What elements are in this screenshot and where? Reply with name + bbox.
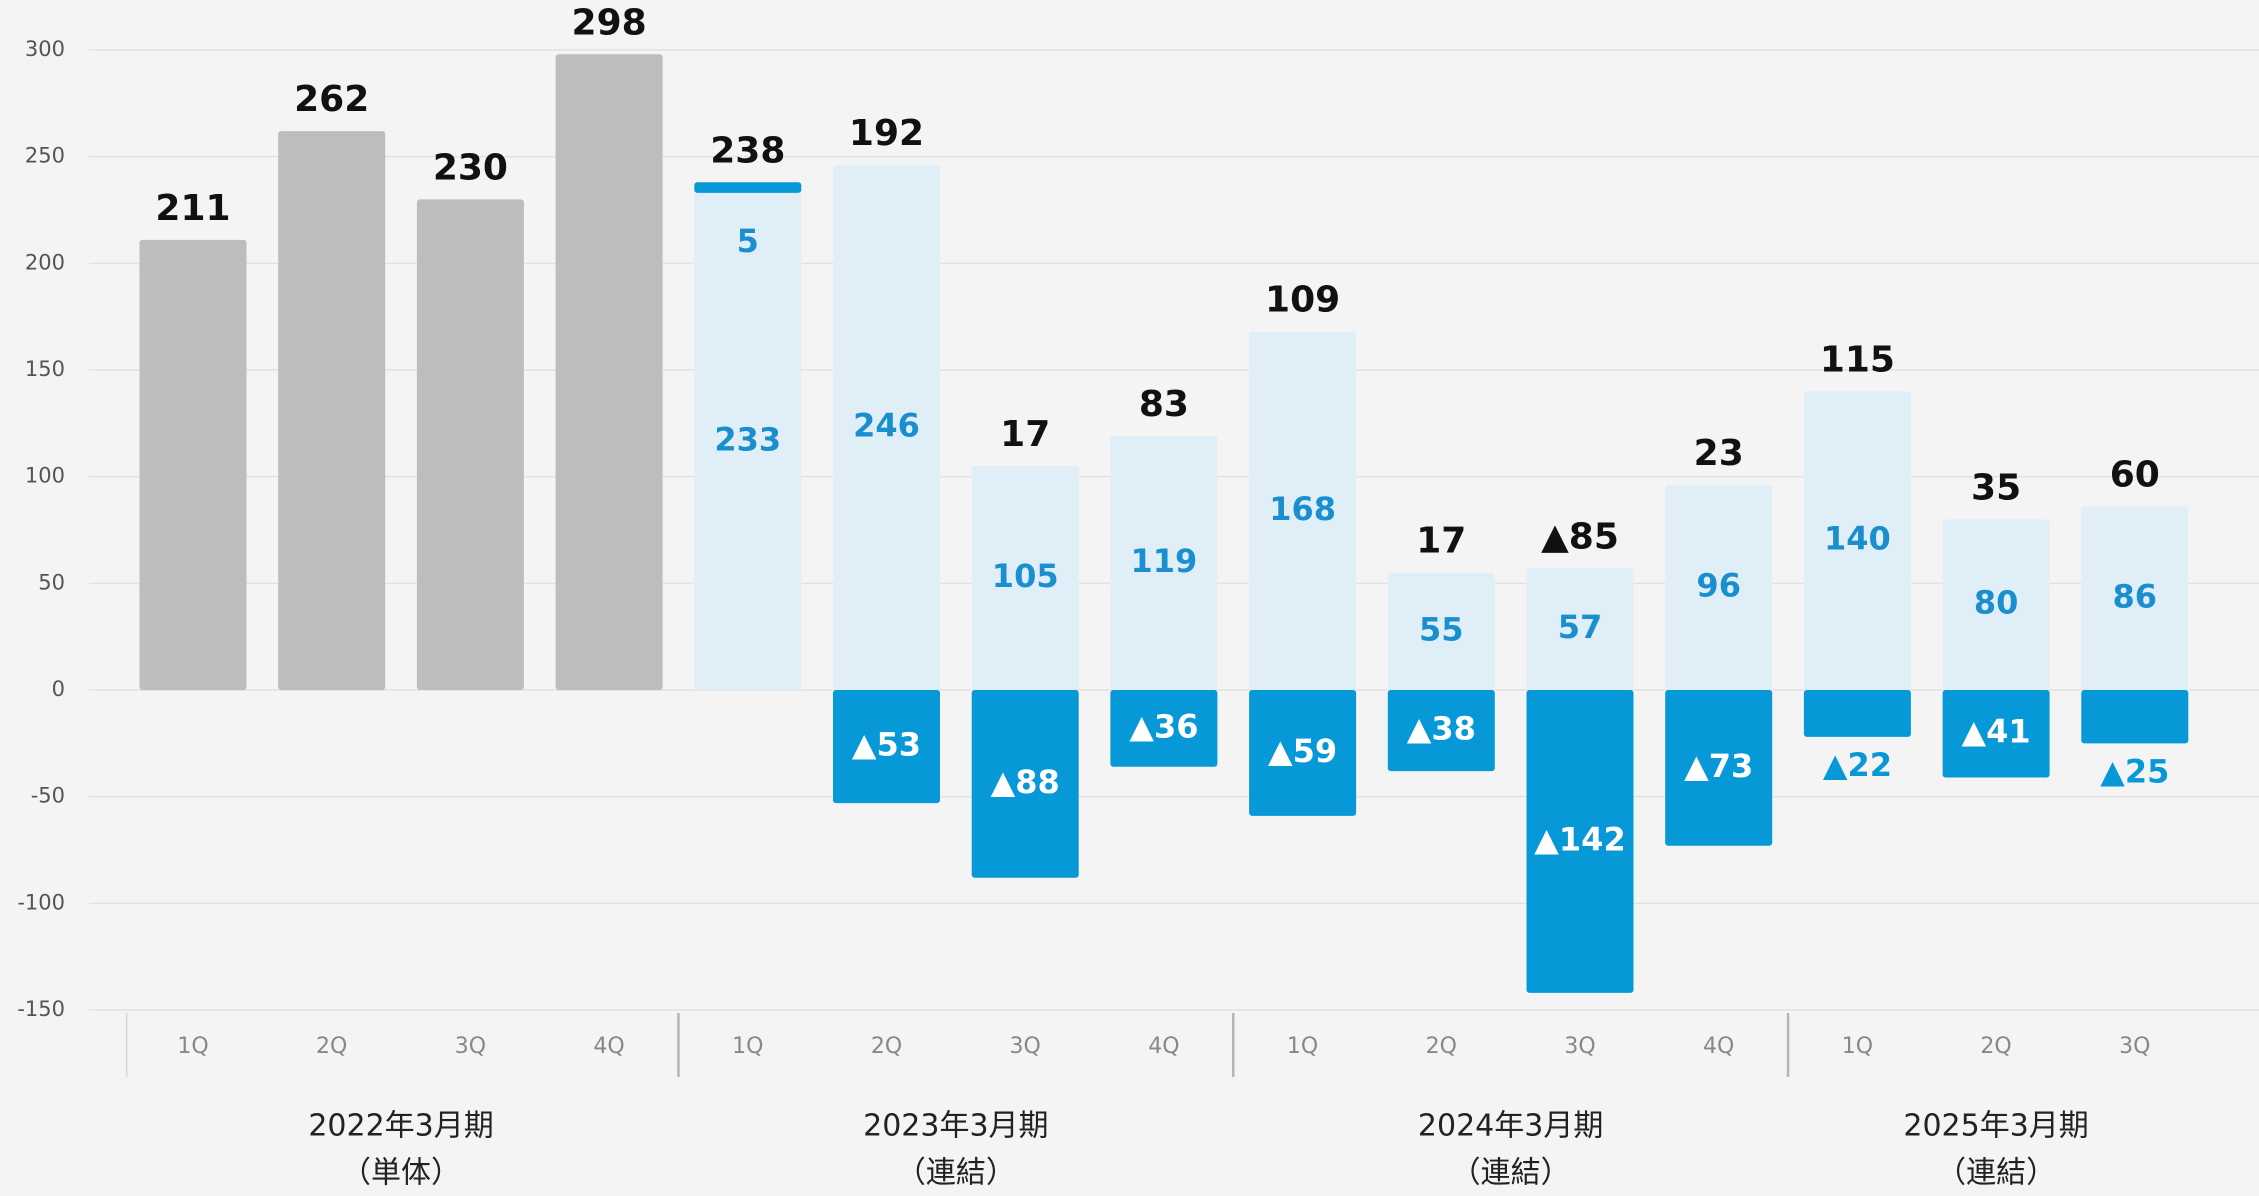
bar-segment (1665, 690, 1773, 846)
bar-segment (1942, 519, 2050, 690)
x-tick-label: 3Q (2119, 1034, 2150, 1059)
x-tick-label: 4Q (593, 1034, 624, 1059)
bar-segment (694, 192, 802, 690)
x-tick-label: 1Q (1287, 1034, 1318, 1059)
x-tick-label: 2Q (871, 1034, 902, 1059)
y-tick-label: 200 (25, 250, 65, 274)
data-label: ▲142 (1534, 820, 1625, 858)
x-tick-label: 2Q (316, 1034, 347, 1059)
x-tick-label: 1Q (732, 1034, 763, 1059)
y-tick-label: 0 (52, 677, 65, 701)
total-label: 238 (710, 130, 785, 171)
x-tick-label: 1Q (1842, 1034, 1873, 1059)
data-label: 80 (1974, 584, 2019, 622)
data-label: 168 (1269, 490, 1336, 528)
data-label: ▲25 (2100, 752, 2169, 790)
bar-segment (1803, 391, 1911, 690)
group-note: （連結） (1936, 1156, 2056, 1191)
bar-segment (1249, 331, 1357, 690)
bar-segment (1387, 690, 1495, 772)
group-label: 2022年3月期 (308, 1109, 493, 1144)
data-label: ▲22 (1823, 746, 1892, 784)
group-note: （連結） (896, 1156, 1016, 1191)
data-label: 246 (853, 407, 920, 445)
y-tick-label: -150 (17, 997, 65, 1021)
data-label: 105 (992, 557, 1059, 595)
bar-segment (1942, 690, 2050, 778)
data-label: 86 (2113, 577, 2158, 615)
data-label: 119 (1131, 542, 1198, 580)
bar-segment (139, 239, 247, 690)
total-label: 17 (1000, 414, 1050, 455)
total-label: 192 (849, 113, 924, 154)
x-tick-label: 3Q (1564, 1034, 1595, 1059)
y-tick-label: 50 (38, 570, 65, 594)
bar-segment (833, 690, 940, 804)
y-tick-label: 100 (25, 464, 65, 488)
data-label: ▲88 (991, 763, 1060, 801)
y-tick-label: 150 (25, 357, 65, 381)
bar-segment (1110, 690, 1218, 767)
x-tick-label: 3Q (455, 1034, 486, 1059)
data-label: 233 (714, 420, 781, 458)
total-label: 115 (1820, 339, 1895, 380)
total-label: 83 (1139, 384, 1189, 425)
x-tick-label: 4Q (1703, 1034, 1734, 1059)
group-note: （単体） (341, 1156, 461, 1191)
data-label: 55 (1419, 610, 1464, 648)
bar-segment (1526, 690, 1634, 993)
x-tick-label: 3Q (1010, 1034, 1041, 1059)
bar-segment (833, 165, 940, 690)
data-label: 96 (1696, 567, 1741, 605)
bar-segment (1665, 485, 1773, 690)
group-label: 2025年3月期 (1903, 1109, 2088, 1144)
x-tick-label: 2Q (1980, 1034, 2011, 1059)
bar-segment (1526, 568, 1634, 690)
data-label: 5 (737, 222, 759, 260)
bar-segment (416, 199, 524, 691)
y-tick-label: -100 (17, 890, 65, 914)
bar-segment (971, 690, 1079, 878)
bar-segment (1803, 690, 1911, 737)
bar-segment (2081, 506, 2189, 690)
data-label: ▲59 (1268, 732, 1337, 770)
group-label: 2024年3月期 (1418, 1109, 1603, 1144)
data-label: 140 (1824, 520, 1891, 558)
data-label: ▲53 (852, 726, 921, 764)
bar-segment (2081, 690, 2189, 744)
data-label: ▲36 (1129, 707, 1198, 745)
bar-segment (555, 54, 663, 691)
bar-segment (971, 466, 1079, 690)
bar-segment (278, 131, 386, 691)
data-label: ▲38 (1407, 710, 1476, 748)
total-label: 35 (1971, 467, 2021, 508)
bar-segment (1387, 572, 1495, 690)
total-label: 109 (1265, 280, 1340, 321)
total-label: 230 (433, 147, 508, 188)
x-tick-label: 2Q (1426, 1034, 1457, 1059)
bar-segment (1249, 690, 1357, 816)
bar-segment (1110, 436, 1218, 690)
total-label: 298 (572, 2, 647, 43)
total-label: 262 (294, 79, 369, 120)
total-label: 211 (155, 188, 230, 229)
total-label: 17 (1416, 521, 1466, 562)
data-label: ▲73 (1684, 747, 1753, 785)
x-tick-label: 1Q (177, 1034, 208, 1059)
bar-segment (694, 182, 802, 193)
group-label: 2023年3月期 (863, 1109, 1048, 1144)
group-note: （連結） (1451, 1156, 1571, 1191)
x-tick-label: 4Q (1148, 1034, 1179, 1059)
y-tick-label: -50 (31, 784, 65, 808)
data-label: 57 (1558, 608, 1603, 646)
total-label: ▲85 (1541, 516, 1619, 557)
total-label: 23 (1694, 433, 1744, 474)
total-label: 60 (2110, 455, 2160, 496)
y-tick-label: 250 (25, 144, 65, 168)
y-tick-label: 300 (25, 37, 65, 61)
data-label: ▲41 (1962, 713, 2031, 751)
